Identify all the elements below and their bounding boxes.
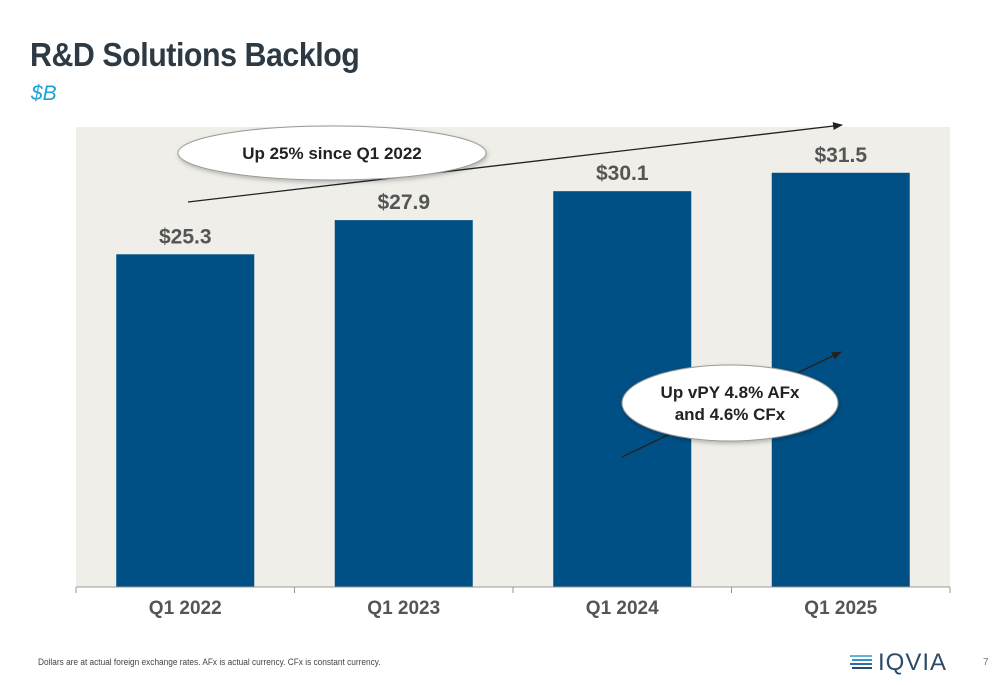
x-tick-label: Q1 2024: [586, 598, 659, 619]
data-label: $25.3: [159, 225, 212, 248]
iqvia-logo: IQVIA: [850, 649, 947, 677]
growth-callout-text: Up 25% since Q1 2022: [242, 144, 422, 163]
page-number: 7: [983, 657, 989, 668]
logo-text: IQVIA: [878, 649, 948, 676]
data-label: $30.1: [596, 162, 649, 185]
x-tick-label: Q1 2025: [804, 598, 877, 619]
bar-q1-2023: [334, 220, 473, 588]
bar-chart: Q1 2022 Q1 2023 Q1 2024 Q1 2025 $25.3 $27.9 $…: [75, 122, 951, 619]
bar-q1-2022: [116, 254, 255, 587]
page-title: R&D Solutions Backlog: [30, 36, 360, 73]
growth-arrow: [187, 122, 843, 203]
x-tick-label: Q1 2022: [149, 598, 222, 619]
data-label: $27.9: [377, 191, 430, 214]
footnote: Dollars are at actual foreign exchange r…: [38, 657, 381, 667]
page-subtitle: $B: [31, 82, 57, 105]
x-tick-label: Q1 2023: [367, 598, 440, 619]
yoy-callout-line1: Up vPY 4.8% AFx: [661, 383, 800, 402]
logo-mark-icon: [850, 655, 872, 669]
yoy-callout-line2: and 4.6% CFx: [675, 405, 786, 424]
growth-callout: [177, 125, 487, 181]
data-label: $31.5: [814, 144, 867, 167]
yoy-callout: [621, 364, 839, 442]
